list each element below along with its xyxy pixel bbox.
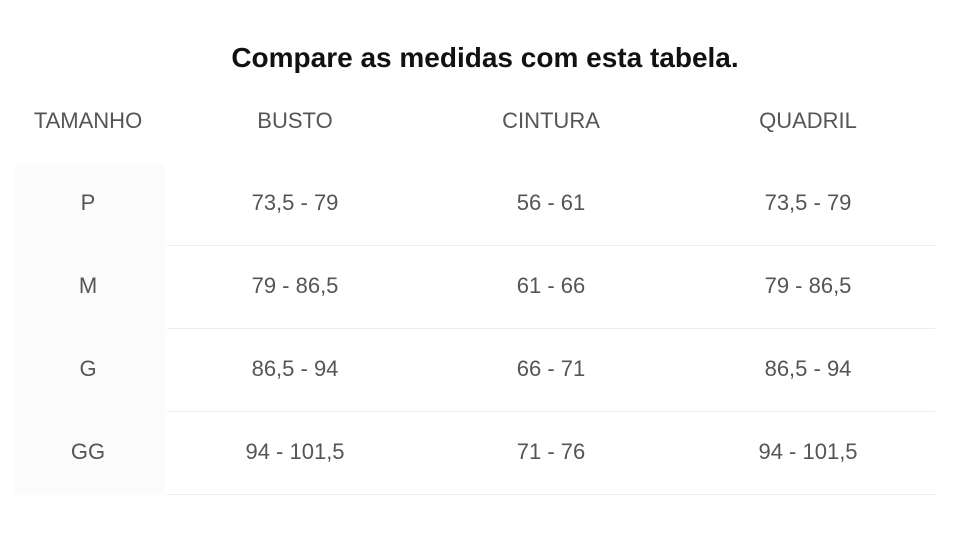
measure-cell: 73,5 - 79	[764, 190, 852, 215]
row-divider	[167, 328, 935, 329]
title: Compare as medidas com esta tabela.	[231, 42, 739, 73]
header-cell: TAMANHO	[33, 108, 143, 133]
header-cell: BUSTO	[257, 108, 333, 133]
measure-cell: 73,5 - 79	[251, 190, 339, 215]
row-divider	[167, 411, 935, 412]
header-cell: QUADRIL	[759, 108, 857, 133]
measure-cell: 61 - 66	[516, 273, 586, 298]
measure-cell: 94 - 101,5	[758, 439, 858, 464]
measure-cell: 86,5 - 94	[764, 356, 852, 381]
size-cell: G	[79, 356, 97, 381]
measure-cell: 56 - 61	[516, 190, 586, 215]
row-divider	[167, 245, 935, 246]
size-cell: P	[80, 190, 96, 215]
measure-cell: 86,5 - 94	[251, 356, 339, 381]
size-column-bg	[15, 165, 165, 495]
row-divider	[167, 494, 935, 495]
header-cell: CINTURA	[502, 108, 600, 133]
size-cell: M	[78, 273, 98, 298]
measure-cell: 94 - 101,5	[245, 439, 345, 464]
measure-cell: 71 - 76	[516, 439, 586, 464]
size-cell: GG	[70, 439, 106, 464]
measure-cell: 79 - 86,5	[251, 273, 339, 298]
measure-cell: 66 - 71	[516, 356, 586, 381]
measure-cell: 79 - 86,5	[764, 273, 852, 298]
